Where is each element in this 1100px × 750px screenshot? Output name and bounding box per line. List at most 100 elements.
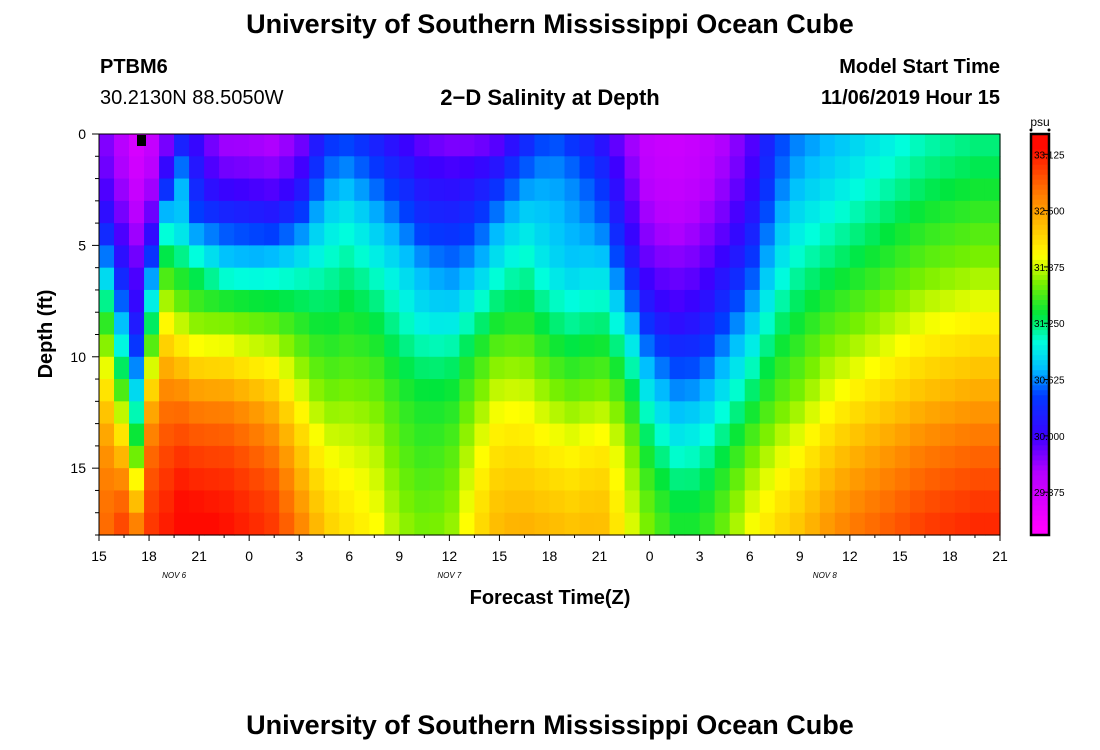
heatmap-cell bbox=[819, 156, 836, 180]
heatmap-cell bbox=[879, 423, 896, 447]
heatmap-cell bbox=[429, 490, 445, 514]
heatmap-cell bbox=[654, 289, 671, 313]
heatmap-cell bbox=[699, 289, 716, 313]
heatmap-cell bbox=[579, 423, 596, 447]
heatmap-cell bbox=[894, 200, 911, 224]
heatmap-cell bbox=[99, 401, 115, 425]
heatmap-cell bbox=[834, 423, 851, 447]
heatmap-cell bbox=[849, 156, 866, 180]
heatmap-cell bbox=[444, 379, 460, 402]
chart-title: 2−D Salinity at Depth bbox=[440, 85, 660, 110]
heatmap-cell bbox=[279, 245, 295, 269]
x-tick-label: 9 bbox=[395, 548, 403, 564]
x-tick-label: 15 bbox=[892, 548, 908, 564]
heatmap-cell bbox=[954, 312, 971, 336]
colorbar-segment bbox=[1031, 524, 1049, 531]
colorbar-segment bbox=[1031, 174, 1049, 180]
heatmap-cell bbox=[864, 401, 881, 425]
heatmap-cell bbox=[834, 178, 851, 202]
heatmap-cell bbox=[939, 267, 956, 291]
heatmap-cell bbox=[639, 423, 656, 447]
x-tick-label: 9 bbox=[796, 548, 804, 564]
heatmap-cell bbox=[939, 289, 956, 313]
heatmap-cell bbox=[294, 245, 310, 269]
heatmap-cell bbox=[654, 200, 671, 224]
heatmap-cell bbox=[474, 468, 491, 492]
heatmap-cell bbox=[699, 401, 716, 425]
heatmap-cell bbox=[744, 312, 761, 336]
heatmap-cell bbox=[459, 156, 476, 180]
heatmap-cell bbox=[234, 445, 250, 469]
heatmap-cell bbox=[534, 401, 551, 425]
heatmap-cell bbox=[609, 445, 626, 469]
heatmap-cell bbox=[624, 223, 641, 246]
heatmap-cell bbox=[129, 245, 145, 269]
heatmap-cell bbox=[834, 312, 851, 336]
heatmap-cell bbox=[579, 334, 596, 358]
heatmap-cell bbox=[144, 490, 160, 514]
heatmap-cell bbox=[429, 178, 445, 202]
heatmap-cell bbox=[624, 401, 641, 425]
heatmap-cell bbox=[279, 156, 295, 180]
heatmap-cell bbox=[984, 312, 1001, 336]
heatmap-cell bbox=[909, 468, 926, 492]
heatmap-cell bbox=[249, 512, 265, 536]
heatmap-cell bbox=[504, 445, 521, 469]
heatmap-cell bbox=[324, 245, 340, 269]
heatmap-cell bbox=[954, 178, 971, 202]
heatmap-cell bbox=[954, 512, 971, 536]
heatmap-cell bbox=[399, 512, 415, 536]
heatmap-cell bbox=[204, 312, 220, 336]
heatmap-cell bbox=[924, 156, 941, 180]
heatmap-cell bbox=[984, 156, 1001, 180]
colorbar-segment bbox=[1031, 364, 1049, 371]
heatmap-cell bbox=[384, 223, 400, 246]
heatmap-cell bbox=[219, 267, 235, 291]
heatmap-cell bbox=[204, 289, 220, 313]
x-date-label: NOV 6 bbox=[162, 571, 187, 580]
heatmap-cell bbox=[114, 267, 130, 291]
heatmap-cell bbox=[369, 468, 385, 492]
heatmap-cell bbox=[969, 156, 986, 180]
heatmap-cells bbox=[99, 134, 1001, 536]
heatmap-cell bbox=[519, 267, 536, 291]
heatmap-cell bbox=[969, 445, 986, 469]
heatmap-cell bbox=[504, 512, 521, 536]
heatmap-cell bbox=[159, 401, 175, 425]
station-id: PTBM6 bbox=[100, 56, 168, 78]
heatmap-cell bbox=[204, 379, 220, 402]
heatmap-cell bbox=[159, 490, 175, 514]
heatmap-cell bbox=[594, 512, 611, 536]
heatmap-cell bbox=[384, 379, 400, 402]
heatmap-cell bbox=[309, 401, 325, 425]
heatmap-cell bbox=[954, 379, 971, 402]
heatmap-cell bbox=[789, 178, 806, 202]
colorbar-segment bbox=[1031, 389, 1049, 396]
heatmap-cell bbox=[969, 423, 986, 447]
heatmap-cell bbox=[444, 490, 460, 514]
heatmap-cell bbox=[174, 423, 190, 447]
heatmap-cell bbox=[924, 379, 941, 402]
heatmap-cell bbox=[474, 379, 491, 402]
heatmap-cell bbox=[729, 134, 746, 157]
heatmap-cell bbox=[309, 468, 325, 492]
heatmap-cell bbox=[594, 178, 611, 202]
heatmap-cell bbox=[264, 334, 280, 358]
heatmap-cell bbox=[804, 312, 821, 336]
heatmap-cell bbox=[234, 223, 250, 246]
heatmap-cell bbox=[369, 245, 385, 269]
heatmap-cell bbox=[174, 468, 190, 492]
colorbar-segment bbox=[1031, 319, 1049, 326]
heatmap-cell bbox=[759, 468, 776, 492]
colorbar-segment bbox=[1031, 489, 1049, 496]
heatmap-cell bbox=[384, 468, 400, 492]
heatmap-cell bbox=[309, 289, 325, 313]
heatmap-cell bbox=[789, 512, 806, 536]
colorbar-segment bbox=[1031, 269, 1049, 275]
heatmap-cell bbox=[234, 245, 250, 269]
heatmap-cell bbox=[324, 289, 340, 313]
heatmap-cell bbox=[939, 245, 956, 269]
heatmap-cell bbox=[189, 445, 205, 469]
heatmap-cell bbox=[414, 401, 430, 425]
heatmap-cell bbox=[714, 401, 731, 425]
